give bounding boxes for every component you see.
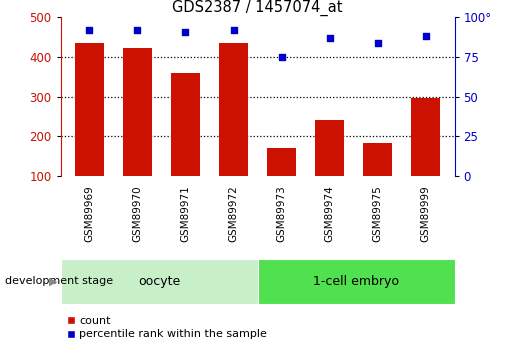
Text: GSM89974: GSM89974 [325, 186, 335, 243]
Point [133, 27, 141, 33]
Text: development stage: development stage [5, 276, 113, 286]
Text: GSM89999: GSM89999 [421, 186, 431, 243]
Bar [411, 98, 440, 176]
Bar [171, 73, 200, 176]
Point [278, 54, 286, 60]
Text: GSM89972: GSM89972 [229, 186, 238, 243]
Text: GSM89975: GSM89975 [373, 186, 383, 243]
Text: ▶: ▶ [49, 276, 57, 286]
Text: GSM89973: GSM89973 [277, 186, 286, 243]
Title: GDS2387 / 1457074_at: GDS2387 / 1457074_at [172, 0, 343, 16]
Point [374, 40, 382, 46]
Bar [75, 43, 104, 176]
Bar [363, 144, 392, 176]
Text: oocyte: oocyte [138, 275, 180, 288]
FancyBboxPatch shape [61, 259, 258, 304]
Point [181, 29, 189, 34]
Text: GSM89971: GSM89971 [180, 186, 190, 243]
Bar [123, 48, 152, 176]
Text: GSM89970: GSM89970 [132, 186, 142, 243]
Bar [315, 120, 344, 176]
Legend: count, percentile rank within the sample: count, percentile rank within the sample [66, 316, 267, 339]
Bar [219, 43, 248, 176]
FancyBboxPatch shape [258, 259, 454, 304]
Point [85, 27, 93, 33]
Bar [267, 148, 296, 176]
Point [326, 35, 334, 41]
Text: GSM89969: GSM89969 [84, 186, 94, 243]
Text: 1-cell embryo: 1-cell embryo [313, 275, 399, 288]
Point [422, 33, 430, 39]
Point [229, 27, 237, 33]
